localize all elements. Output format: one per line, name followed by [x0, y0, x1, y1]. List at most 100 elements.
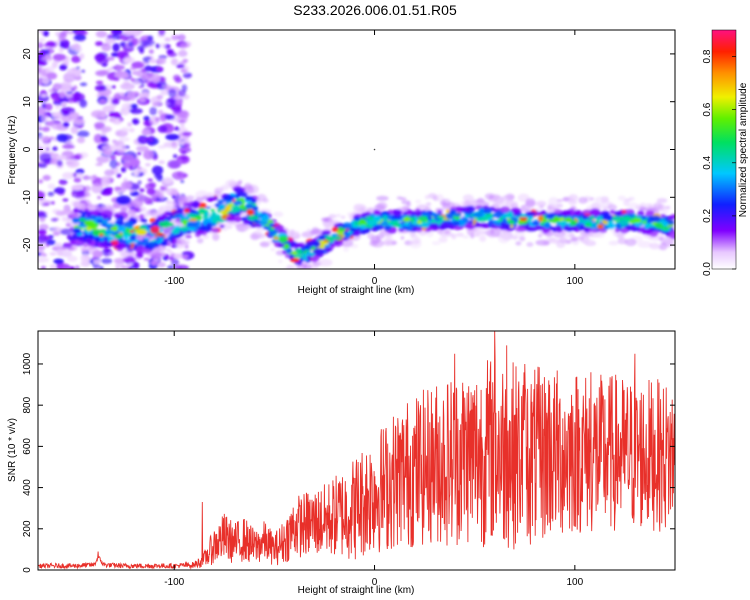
- spectrogram-cell: [249, 233, 258, 240]
- spectrogram-cell: [75, 168, 85, 175]
- spectrogram-cell: [461, 206, 470, 212]
- spectrogram-cell: [325, 236, 336, 242]
- spectrogram-cell: [347, 230, 353, 234]
- spectrogram-cell: [52, 146, 58, 152]
- spectrogram-cell: [202, 234, 210, 240]
- spectrogram-cell: [533, 225, 544, 231]
- spectrogram-cell: [380, 220, 389, 226]
- spectrogram-cell: [490, 224, 497, 229]
- spectrogram-cell: [167, 265, 175, 269]
- spectrogram-cell: [97, 162, 103, 166]
- spectrogram-cell: [81, 201, 91, 209]
- spectrogram-cell: [171, 228, 179, 234]
- spectrogram-cell: [95, 70, 108, 77]
- spectrogram-cell: [71, 118, 86, 125]
- spectrogram-cell: [163, 84, 171, 90]
- spectrogram-cell: [178, 146, 192, 153]
- spectrogram-cell: [121, 154, 135, 162]
- spectrogram-cell: [67, 30, 74, 35]
- spectrogram-cell: [164, 114, 176, 120]
- spectrogram-cell: [658, 204, 665, 211]
- spectrogram-cell: [607, 204, 617, 211]
- spectrogram-cell: [137, 151, 142, 156]
- snr-series-line: [38, 331, 675, 570]
- spectrogram-cell: [132, 261, 140, 269]
- spectrogram-cell: [168, 222, 174, 227]
- spectrogram-cell: [112, 118, 123, 125]
- spectrogram-cell: [391, 241, 397, 245]
- spectrogram-cell: [184, 244, 189, 250]
- spectrogram-cell: [154, 173, 163, 179]
- spectrogram-cell: [637, 210, 645, 216]
- spectrogram-cell: [334, 241, 340, 245]
- spectrogram-cell: [56, 263, 71, 269]
- spectrogram-cell: [69, 266, 75, 269]
- spectrogram-cell: [87, 245, 95, 250]
- spectrogram-cell: [41, 126, 51, 132]
- spectrogram-cell: [119, 92, 126, 97]
- spectrogram-heatmap: [38, 30, 675, 269]
- spectrogram-cell: [62, 121, 70, 128]
- spectrogram-cell: [180, 237, 191, 245]
- spectrogram-cell: [56, 155, 67, 161]
- snr-y-tick-label: 200: [22, 520, 33, 537]
- spectrogram-cell: [141, 128, 151, 136]
- spectrogram-cell: [62, 58, 70, 64]
- spectrogram-cell: [116, 220, 125, 226]
- spectrogram-cell: [52, 231, 60, 236]
- spectrogram-cell: [150, 225, 160, 234]
- spectrogram-cell: [167, 243, 172, 247]
- spectrogram-cell: [120, 181, 133, 190]
- spectrogram-cell: [168, 235, 175, 241]
- spectrogram-cell: [233, 200, 243, 206]
- spectrogram-cell: [38, 235, 48, 244]
- spectrogram-cell: [290, 241, 297, 246]
- spectrogram-cell: [151, 261, 157, 265]
- spectrogram-cell: [169, 239, 174, 244]
- spectrogram-y-ticks: -20 -10 0 10 20: [22, 48, 675, 252]
- spectrogram-cell: [171, 194, 176, 199]
- spectrogram-cell: [119, 108, 131, 116]
- spectrogram-cell: [79, 53, 85, 60]
- spectrogram-cell: [129, 234, 137, 241]
- spectrogram-cell: [43, 30, 49, 37]
- spectrogram-cell: [284, 253, 291, 259]
- spectrogram-cell: [343, 247, 349, 252]
- spectrogram-cell: [585, 222, 592, 227]
- spectrogram-cell: [171, 140, 179, 149]
- spectrogram-cell: [570, 236, 578, 242]
- spectrogram-cell: [185, 195, 195, 201]
- spectrogram-cell: [424, 206, 432, 212]
- spectrogram-cell: [183, 143, 191, 148]
- spectrogram-cell: [58, 40, 66, 49]
- spectrogram-cell: [148, 138, 154, 142]
- spectrogram-cell: [79, 99, 88, 108]
- spectrogram-cell: [256, 211, 263, 216]
- spectrogram-cell: [401, 225, 409, 230]
- spectrogram-cell: [436, 215, 445, 220]
- spectrogram-cell: [133, 170, 142, 174]
- spectrogram-cell: [141, 73, 152, 80]
- spectrogram-cell: [317, 258, 333, 267]
- spectrogram-cell: [107, 67, 114, 72]
- spectrogram-y-tick-label: -20: [22, 237, 33, 252]
- spectrogram-cell: [384, 225, 392, 231]
- spectrogram-cell: [60, 102, 67, 106]
- spectrogram-cell: [358, 218, 367, 226]
- colorbar-tick-label: 0.2: [702, 209, 713, 223]
- spectrogram-cell: [531, 220, 540, 226]
- spectrogram-cell: [101, 144, 118, 152]
- spectrogram-cell: [96, 195, 102, 200]
- spectrogram-cell: [555, 225, 562, 233]
- spectrogram-cell: [45, 147, 50, 151]
- spectrogram-cell: [321, 217, 331, 221]
- spectrogram-cell: [245, 195, 254, 201]
- spectrogram-cell: [75, 172, 83, 180]
- spectrogram-cell: [123, 30, 138, 36]
- spectrogram-cell: [130, 77, 135, 82]
- spectrogram-cell: [495, 197, 510, 207]
- spectrogram-cell: [118, 136, 130, 142]
- spectrogram-cell: [420, 221, 429, 229]
- spectrogram-cell: [55, 104, 61, 110]
